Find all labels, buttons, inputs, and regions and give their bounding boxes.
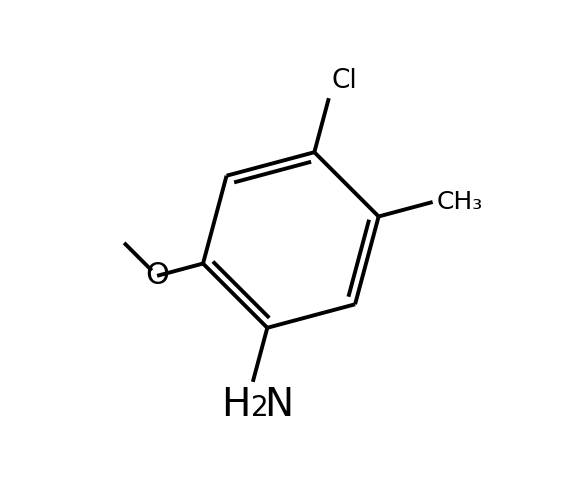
- Text: O: O: [145, 261, 169, 290]
- Text: Cl: Cl: [331, 68, 357, 94]
- Text: N: N: [265, 385, 293, 423]
- Text: 2: 2: [251, 394, 269, 422]
- Text: H: H: [221, 385, 251, 423]
- Text: CH₃: CH₃: [436, 190, 482, 214]
